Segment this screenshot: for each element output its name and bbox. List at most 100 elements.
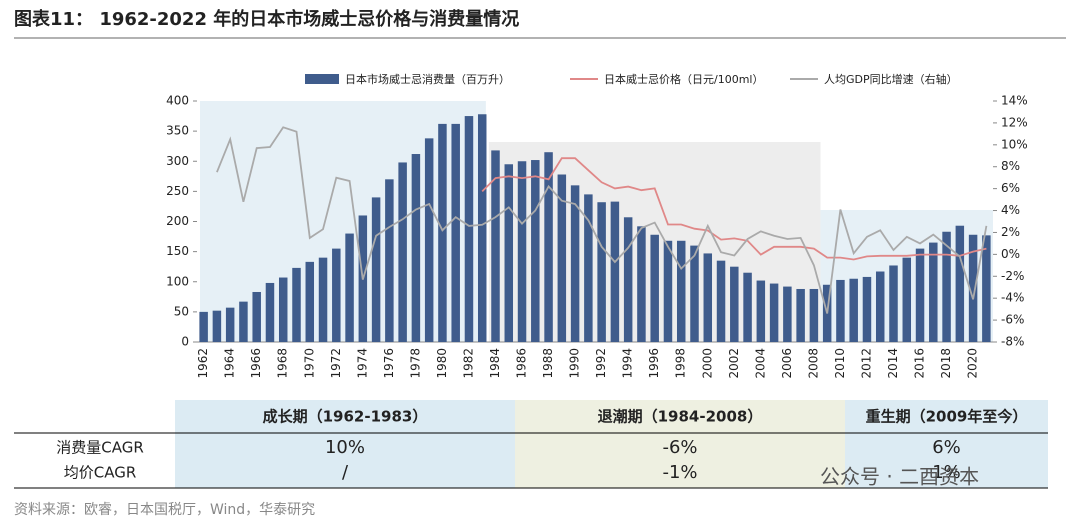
plot: 0 50 100 150 200 250 300 350 400 -8% -6% -4% -2% 0% 2%… xyxy=(166,72,1028,379)
bar xyxy=(743,272,752,342)
x-tick-label: 1998 xyxy=(674,348,688,379)
y2-tick-label: 12% xyxy=(1001,115,1028,129)
bar xyxy=(318,257,328,342)
bar xyxy=(464,116,474,342)
x-tick-label: 1990 xyxy=(568,348,582,379)
bar xyxy=(663,240,673,342)
bar xyxy=(676,240,686,342)
y2-tick-label: 14% xyxy=(1001,94,1028,108)
x-tick-label: 2014 xyxy=(886,348,900,379)
y2-tick-label: 10% xyxy=(1001,137,1028,151)
table-cell: -1% xyxy=(662,462,697,483)
y-tick-label: 250 xyxy=(166,184,189,198)
bar xyxy=(955,225,965,342)
y-tick-label: 150 xyxy=(166,244,189,258)
table-header: 重生期（2009年至今） xyxy=(866,408,1028,426)
y2-tick-label: 0% xyxy=(1001,247,1020,261)
x-tick-label: 1970 xyxy=(302,348,316,379)
table-cell: 1% xyxy=(932,462,961,483)
y-tick-label: 300 xyxy=(166,154,189,168)
x-tick-label: 1968 xyxy=(276,348,290,379)
x-tick-label: 1976 xyxy=(382,348,396,379)
bar xyxy=(769,283,779,342)
y2-tick-label: -4% xyxy=(1001,291,1024,305)
row-label: 均价CAGR xyxy=(64,464,137,482)
table-cell: 10% xyxy=(325,437,365,458)
bar xyxy=(199,311,208,342)
y-tick-label: 0 xyxy=(181,335,189,349)
x-tick-label: 1982 xyxy=(461,348,475,379)
y2-tick-label: 4% xyxy=(1001,203,1020,217)
table-cell-bg xyxy=(845,400,1048,488)
y2-tick-label: 8% xyxy=(1001,159,1020,173)
bar xyxy=(716,260,726,342)
bar xyxy=(424,138,434,342)
bar xyxy=(491,150,500,342)
bar xyxy=(703,253,713,342)
x-tick-label: 1972 xyxy=(329,348,343,379)
x-tick-label: 2016 xyxy=(913,348,927,379)
x-tick-label: 1986 xyxy=(515,348,529,379)
bar xyxy=(292,267,301,342)
bar xyxy=(982,235,991,342)
bar xyxy=(451,123,460,343)
bar xyxy=(305,261,315,342)
bar xyxy=(623,217,633,342)
bar xyxy=(875,271,885,342)
table-header: 退潮期（1984-2008） xyxy=(598,408,763,426)
bar xyxy=(597,202,606,342)
x-tick-label: 2008 xyxy=(806,348,820,379)
x-tick-label: 1994 xyxy=(621,348,635,379)
bar xyxy=(862,276,872,342)
x-tick-label: 1992 xyxy=(594,348,608,379)
bar xyxy=(225,307,235,342)
x-tick-label: 2020 xyxy=(966,348,980,379)
x-tick-label: 2002 xyxy=(727,348,741,379)
row-label: 消费量CAGR xyxy=(56,439,144,457)
bar xyxy=(809,288,819,342)
bar xyxy=(438,123,447,343)
table-cell: -6% xyxy=(662,437,697,458)
line xyxy=(481,157,987,261)
x-tick-label: 1978 xyxy=(408,348,422,379)
x-tick-label: 1962 xyxy=(196,348,210,379)
bar xyxy=(849,278,858,342)
y-tick-label: 100 xyxy=(166,274,189,288)
bar xyxy=(889,265,898,342)
x-tick-label: 1964 xyxy=(223,348,237,379)
bar xyxy=(570,185,580,342)
legend-label: 日本市场威士忌消费量（百万升） xyxy=(345,72,510,86)
bar xyxy=(411,154,421,342)
x-tick-label: 1966 xyxy=(249,348,263,379)
y2-tick-label: 6% xyxy=(1001,181,1020,195)
bar xyxy=(836,279,845,342)
bar xyxy=(504,164,514,342)
bar xyxy=(531,160,540,342)
bar xyxy=(902,257,912,342)
bar xyxy=(278,277,288,342)
bar xyxy=(915,248,925,342)
y-tick-label: 50 xyxy=(174,304,189,318)
x-tick-label: 1974 xyxy=(355,348,369,379)
bar xyxy=(929,242,938,342)
bar xyxy=(477,114,487,342)
x-tick-label: 1980 xyxy=(435,348,449,379)
legend-label: 人均GDP同比增速（右轴） xyxy=(824,72,958,86)
chart-title: 图表11： 1962-2022 年的日本市场威士忌价格与消费量情况 xyxy=(14,8,519,30)
bar xyxy=(942,231,951,342)
bar xyxy=(398,162,407,342)
legend-swatch xyxy=(305,74,339,84)
x-tick-label: 2012 xyxy=(859,348,873,379)
bar xyxy=(968,234,978,342)
table-header: 成长期（1962-1983） xyxy=(263,408,428,426)
source: 资料来源：欧睿，日本国税厅，Wind，华泰研究 xyxy=(14,502,315,518)
bar xyxy=(796,288,805,342)
bar xyxy=(385,179,394,342)
x-tick-label: 1984 xyxy=(488,348,502,379)
y2-tick-label: -8% xyxy=(1001,335,1024,349)
bar xyxy=(584,194,593,342)
bar xyxy=(756,280,766,342)
table-cell: 6% xyxy=(932,437,961,458)
bar xyxy=(239,301,248,342)
